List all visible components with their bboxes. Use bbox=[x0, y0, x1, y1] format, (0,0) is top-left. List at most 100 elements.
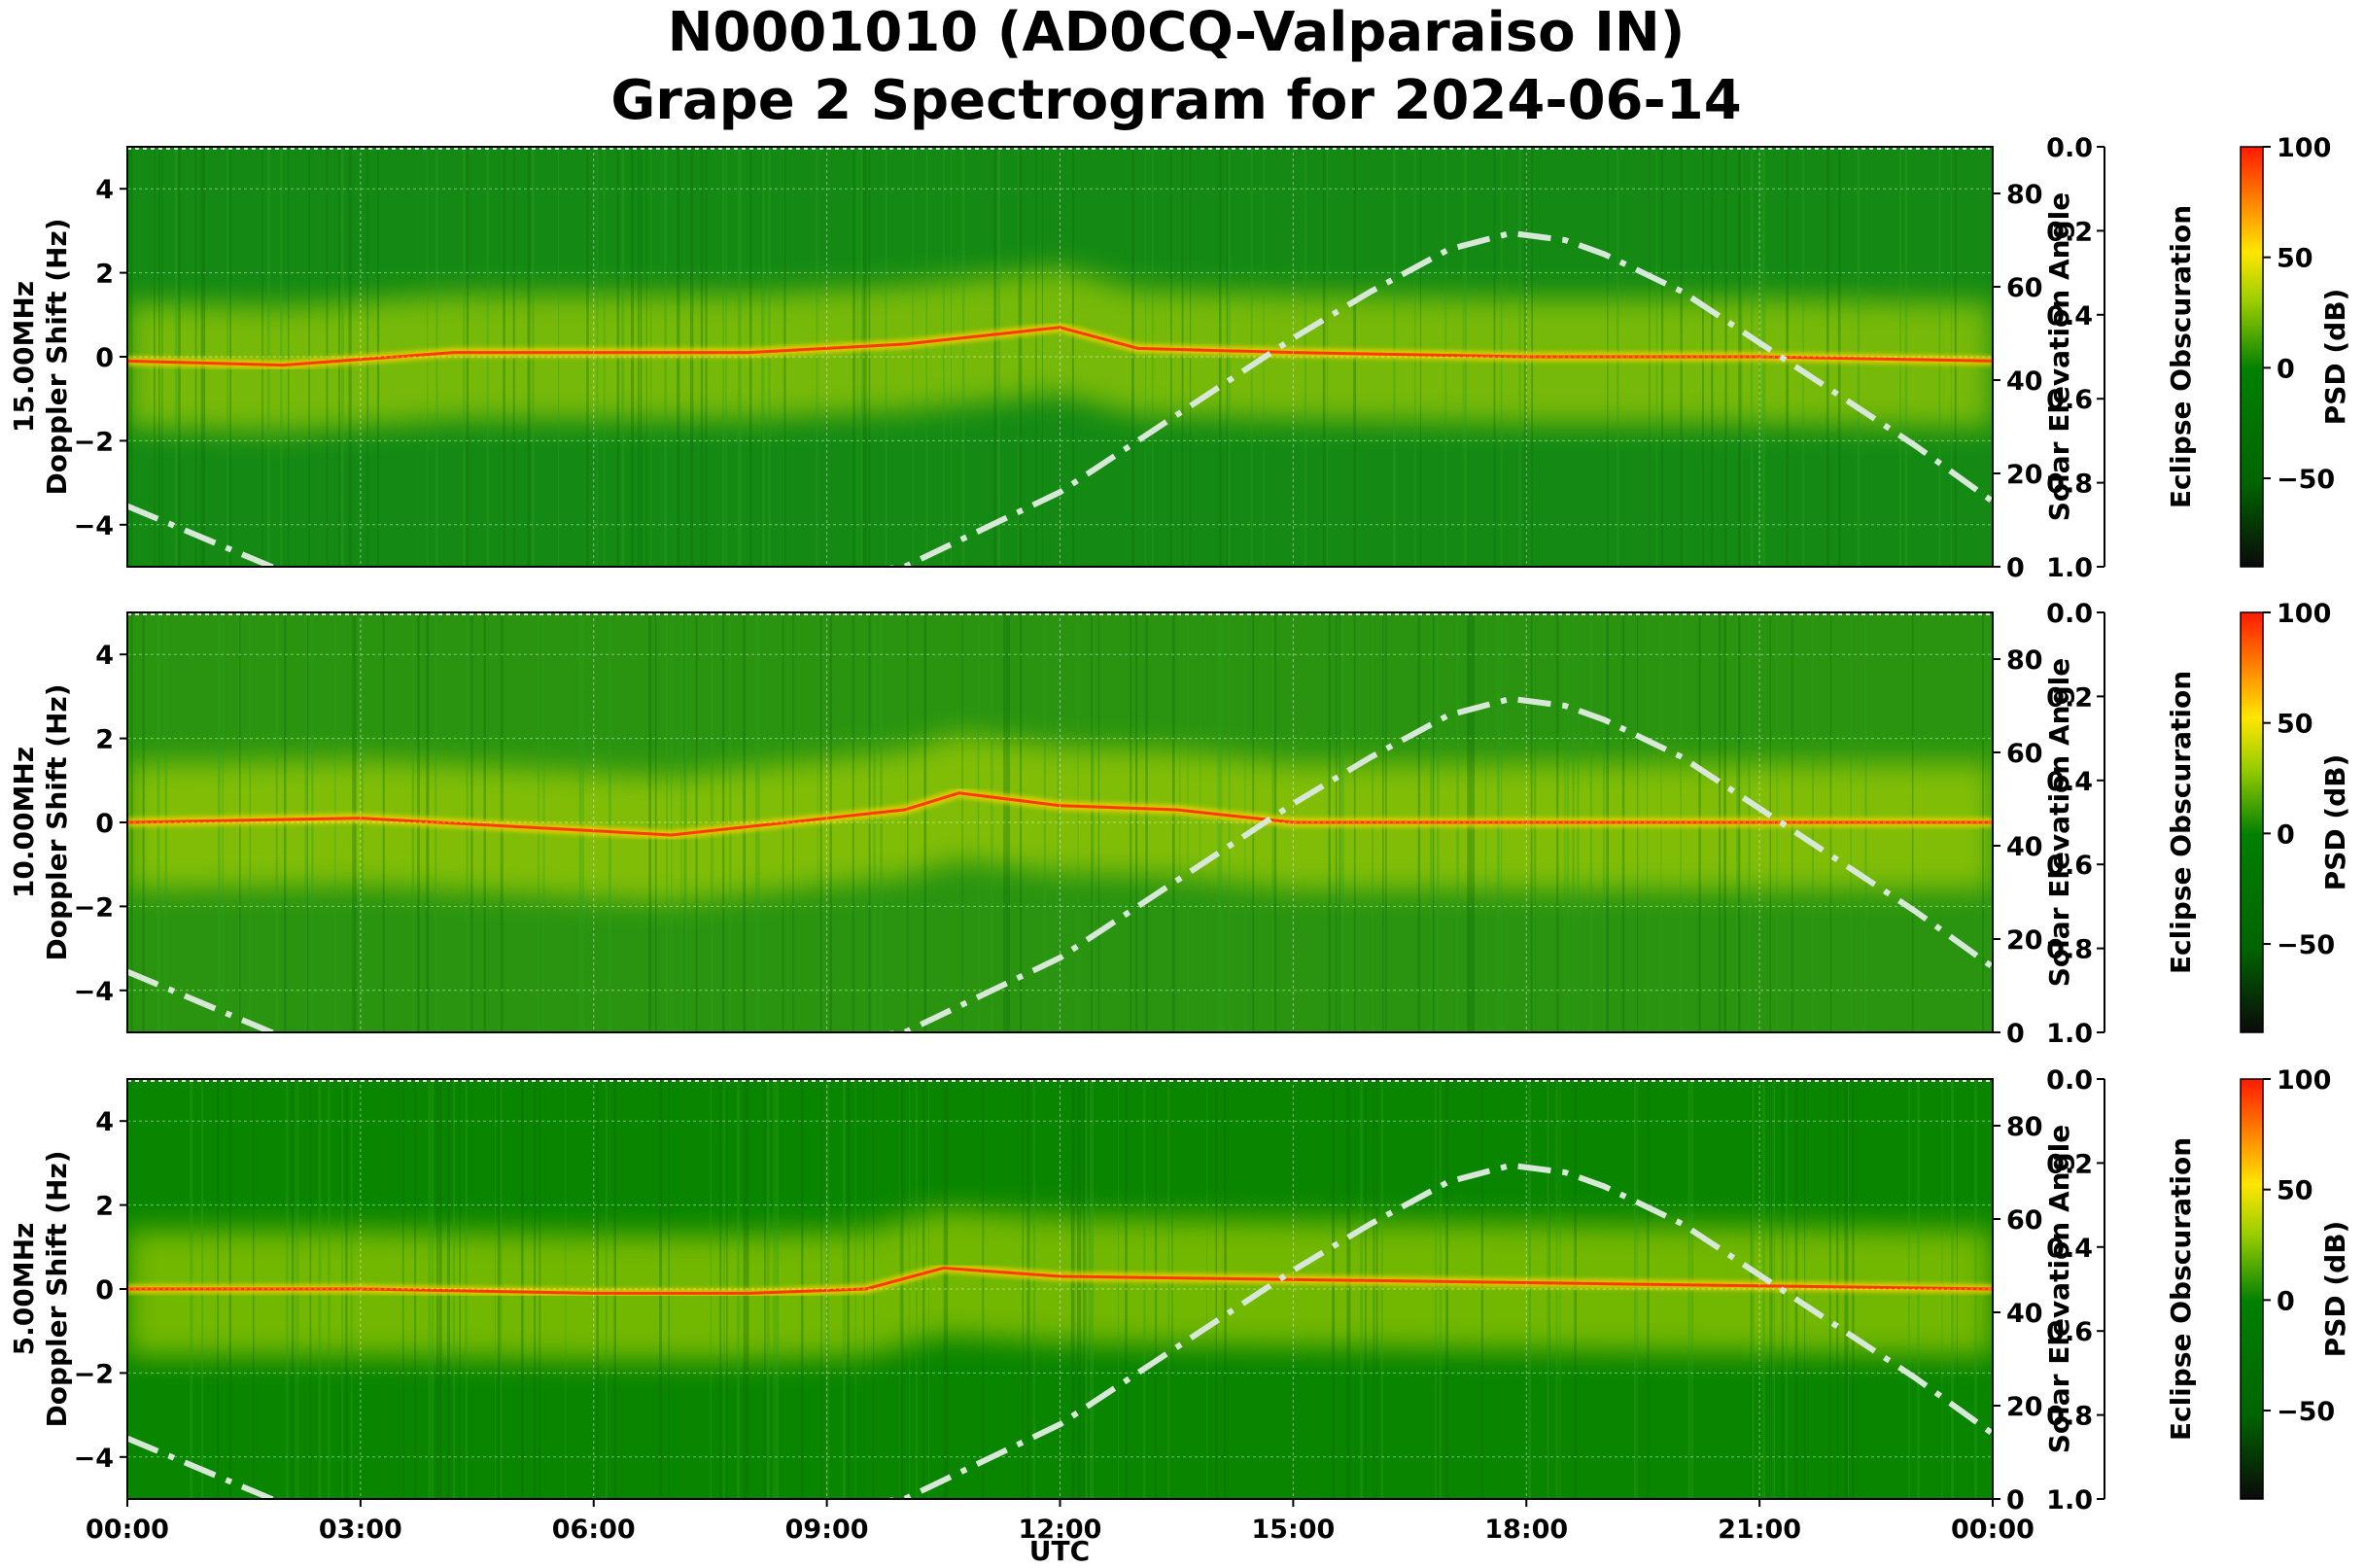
psd-colorbar bbox=[2240, 1078, 2264, 1500]
noise-streak bbox=[1332, 1079, 1336, 1499]
psd-axis-label: PSD (dB) bbox=[2319, 1221, 2351, 1358]
noise-streak bbox=[1373, 1079, 1375, 1499]
psd-tick-label: 100 bbox=[2277, 133, 2331, 163]
noise-streak bbox=[1125, 1079, 1128, 1499]
noise-streak bbox=[194, 147, 197, 567]
noise-streak bbox=[1057, 612, 1060, 1032]
chart-title-line1: N0001010 (AD0CQ-Valparaiso IN) bbox=[668, 1, 1686, 64]
noise-streak bbox=[1365, 1079, 1367, 1499]
solar-tick-label: 60 bbox=[2006, 273, 2043, 303]
doppler-tick-label: −2 bbox=[74, 427, 114, 457]
eclipse-tick-label: 1.0 bbox=[2046, 1019, 2093, 1049]
eclipse-tick-label: 1.0 bbox=[2046, 553, 2093, 583]
noise-streak bbox=[1070, 1079, 1073, 1499]
noise-streak bbox=[226, 147, 228, 567]
noise-streak bbox=[873, 612, 876, 1032]
noise-streak bbox=[1346, 1079, 1350, 1499]
noise-streak bbox=[1244, 612, 1246, 1032]
carrier-trace bbox=[127, 791, 1993, 837]
x-tick-label: 09:00 bbox=[785, 1515, 869, 1545]
x-axis: 00:00 03:00 06:00 09:00 12:00 15:00 18:00 21:00… bbox=[86, 1499, 2035, 1567]
solar-tick-label: 20 bbox=[2006, 1392, 2043, 1422]
doppler-axis-label: Doppler Shift (Hz) bbox=[41, 1150, 73, 1427]
doppler-tick-label: −2 bbox=[74, 1359, 114, 1389]
panel-2: 420−2−410.00MHz Doppler Shift (Hz)8060402… bbox=[8, 599, 2351, 1049]
psd-tick-label: 100 bbox=[2277, 1065, 2331, 1096]
noise-streak bbox=[1167, 1079, 1170, 1499]
noise-streak bbox=[1224, 1079, 1227, 1499]
doppler-tick-label: −4 bbox=[74, 511, 114, 541]
frequency-label: 5.00MHz bbox=[8, 1223, 40, 1356]
noise-streak bbox=[729, 612, 732, 1032]
noise-streak bbox=[1547, 1079, 1549, 1499]
noise-streak bbox=[1219, 612, 1221, 1032]
spectral-spread-band bbox=[127, 734, 1993, 903]
x-tick-label: 03:00 bbox=[319, 1515, 402, 1545]
eclipse-tick-label: 0.6 bbox=[2046, 851, 2093, 881]
noise-streak bbox=[1228, 612, 1231, 1032]
noise-streak bbox=[816, 147, 818, 567]
doppler-tick-label: −2 bbox=[74, 892, 114, 923]
noise-streak bbox=[1035, 147, 1037, 567]
solar-tick-label: 0 bbox=[2006, 1485, 2025, 1516]
noise-streak bbox=[1547, 1079, 1549, 1499]
noise-streak bbox=[654, 612, 657, 1032]
noise-streak bbox=[950, 147, 953, 567]
noise-streak bbox=[1547, 1079, 1550, 1499]
eclipse-tick-label: 0.8 bbox=[2046, 1402, 2093, 1432]
noise-streak bbox=[722, 612, 725, 1032]
panel-3: 420−2−45.00MHz Doppler Shift (Hz)80604020… bbox=[8, 1065, 2351, 1516]
noise-streak bbox=[1092, 612, 1095, 1032]
noise-streak bbox=[1181, 147, 1184, 567]
psd-colorbar bbox=[2240, 611, 2264, 1033]
noise-streak bbox=[997, 147, 1001, 567]
eclipse-tick-label: 0.6 bbox=[2046, 1317, 2093, 1347]
noise-streak bbox=[912, 147, 914, 567]
noise-streak bbox=[1250, 147, 1253, 567]
doppler-tick-label: 0 bbox=[95, 809, 114, 839]
noise-streak bbox=[326, 147, 329, 567]
x-tick-label: 18:00 bbox=[1484, 1515, 1568, 1545]
noise-streak bbox=[1190, 147, 1192, 567]
eclipse-tick-label: 0.6 bbox=[2046, 385, 2093, 415]
solar-tick-label: 40 bbox=[2006, 1299, 2043, 1329]
doppler-tick-label: −4 bbox=[74, 977, 114, 1007]
eclipse-tick-label: 0.0 bbox=[2046, 1065, 2093, 1096]
eclipse-axis-label: Eclipse Obscuration bbox=[2165, 671, 2197, 974]
doppler-tick-label: 0 bbox=[95, 343, 114, 373]
noise-streak bbox=[1091, 612, 1093, 1032]
noise-streak bbox=[880, 612, 883, 1032]
doppler-tick-label: 2 bbox=[95, 1192, 114, 1222]
psd-tick-label: −50 bbox=[2277, 930, 2335, 960]
noise-streak bbox=[1008, 612, 1010, 1032]
noise-streak bbox=[943, 1079, 947, 1499]
noise-streak bbox=[1076, 1079, 1079, 1499]
panels-group: 420−2−415.00MHz Doppler Shift (Hz)8060402… bbox=[8, 133, 2351, 1516]
noise-streak bbox=[853, 147, 855, 567]
noise-streak bbox=[1041, 147, 1043, 567]
panel-1: 420−2−415.00MHz Doppler Shift (Hz)8060402… bbox=[8, 133, 2351, 583]
noise-streak bbox=[578, 612, 582, 1032]
noise-streak bbox=[1221, 612, 1223, 1032]
noise-streak bbox=[1559, 1079, 1561, 1499]
noise-streak bbox=[761, 147, 765, 567]
noise-streak bbox=[538, 612, 539, 1032]
noise-streak bbox=[1089, 1079, 1092, 1499]
noise-streak bbox=[1555, 1079, 1558, 1499]
noise-streak bbox=[683, 612, 686, 1032]
noise-streak bbox=[161, 147, 163, 567]
noise-streak bbox=[1155, 1079, 1158, 1499]
noise-streak bbox=[1003, 612, 1006, 1032]
eclipse-tick-label: 0.4 bbox=[2046, 301, 2093, 331]
noise-streak bbox=[962, 147, 965, 567]
psd-tick-label: −50 bbox=[2277, 465, 2335, 495]
x-tick-label: 06:00 bbox=[552, 1515, 636, 1545]
solar-tick-label: 60 bbox=[2006, 1205, 2043, 1236]
solar-tick-label: 80 bbox=[2006, 180, 2043, 210]
x-tick-label: 15:00 bbox=[1251, 1515, 1335, 1545]
noise-streak bbox=[1574, 1079, 1577, 1499]
gridlines bbox=[127, 612, 1993, 1032]
noise-streak bbox=[1091, 1079, 1095, 1499]
eclipse-tick-label: 0.0 bbox=[2046, 133, 2093, 163]
doppler-tick-label: 2 bbox=[95, 725, 114, 755]
